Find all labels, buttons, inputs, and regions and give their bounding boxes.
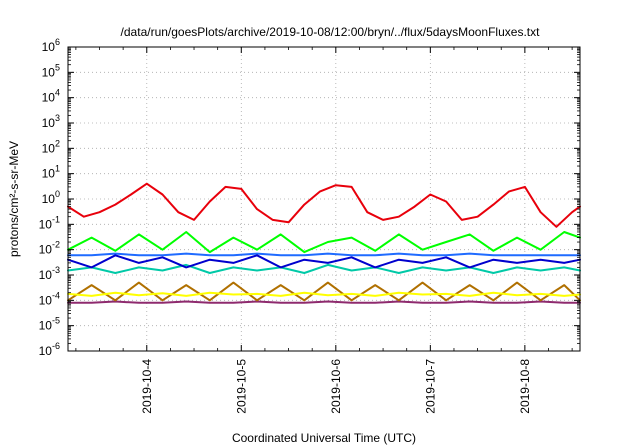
series-line-1 (67, 231, 581, 254)
y-tick-base: 10 (42, 192, 56, 206)
y-tick-base: 10 (42, 65, 56, 79)
y-tick-exponent: 2 (55, 138, 60, 148)
y-tick-exponent: 3 (55, 113, 60, 123)
series-line-3 (67, 254, 581, 269)
x-tick-label: 2019-10-8 (518, 359, 532, 414)
y-tick-exponent: 0 (55, 189, 60, 199)
y-tick-exponent: -2 (52, 240, 60, 250)
y-tick-exponent: 1 (55, 164, 60, 174)
y-tick-base: 10 (42, 167, 56, 181)
y-tick-label: 104 (42, 88, 60, 105)
y-tick-label: 101 (42, 164, 60, 181)
y-tick-base: 10 (42, 141, 56, 155)
y-tick-label: 10-2 (39, 240, 60, 257)
y-tick-exponent: 6 (55, 37, 60, 47)
y-tick-label: 10-4 (39, 290, 60, 307)
y-tick-exponent: -6 (52, 341, 60, 351)
y-tick-label: 10-1 (39, 214, 60, 231)
y-tick-base: 10 (42, 91, 56, 105)
x-tick-label: 2019-10-7 (423, 359, 437, 414)
x-tick-label: 2019-10-5 (234, 359, 248, 414)
series-line-4 (67, 263, 581, 274)
y-tick-label: 106 (42, 37, 60, 54)
y-tick-base: 10 (42, 40, 56, 54)
x-tick-label: 2019-10-6 (329, 359, 343, 414)
series-group (67, 182, 581, 304)
y-tick-base: 10 (39, 344, 53, 358)
y-tick-base: 10 (39, 243, 53, 257)
series-line-2 (67, 252, 581, 257)
y-tick-exponent: 5 (55, 62, 60, 72)
y-ticks: 10-610-510-410-310-210-11001011021031041… (39, 37, 580, 358)
x-tick-label: 2019-10-4 (140, 359, 154, 414)
y-tick-label: 102 (42, 138, 60, 155)
y-tick-exponent: 4 (55, 88, 60, 98)
y-tick-base: 10 (39, 293, 53, 307)
y-tick-label: 10-6 (39, 341, 60, 358)
y-tick-exponent: -4 (52, 290, 60, 300)
y-tick-label: 103 (42, 113, 60, 130)
y-tick-base: 10 (39, 217, 53, 231)
y-tick-exponent: -5 (52, 316, 60, 326)
x-axis-label: Coordinated Universal Time (UTC) (232, 431, 416, 445)
series-line-0 (67, 182, 581, 228)
y-tick-label: 100 (42, 189, 60, 206)
chart-title: /data/run/goesPlots/archive/2019-10-08/1… (121, 25, 541, 39)
series-line-7 (67, 300, 581, 304)
y-tick-base: 10 (39, 319, 53, 333)
x-ticks: 2019-10-4 2019-10-5 2019-10-6 2019-10-7 2019… (75, 47, 573, 414)
y-tick-base: 10 (42, 116, 56, 130)
y-tick-exponent: -1 (52, 214, 60, 224)
y-tick-base: 10 (39, 268, 53, 282)
y-tick-exponent: -3 (52, 265, 60, 275)
series-line-5 (67, 291, 581, 297)
y-tick-label: 10-5 (39, 316, 60, 333)
y-tick-label: 105 (42, 62, 60, 79)
y-tick-label: 10-3 (39, 265, 60, 282)
grid (68, 47, 580, 351)
y-axis-label: protons/cm²-s-sr-MeV (7, 141, 21, 257)
